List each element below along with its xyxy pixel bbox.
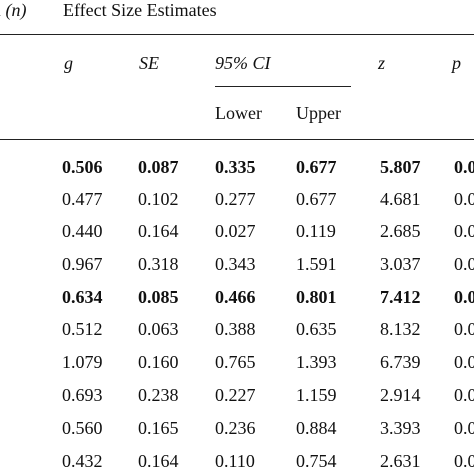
- col-header-se: SE: [139, 53, 159, 73]
- cell-g: 1.079: [62, 352, 103, 372]
- col-header-lower: Lower: [215, 103, 262, 123]
- cell-z: 2.914: [380, 385, 421, 405]
- left-column-n: (n): [5, 0, 27, 20]
- cell-se: 0.238: [138, 385, 179, 405]
- cell-se: 0.318: [138, 254, 179, 274]
- cell-upper: 1.591: [296, 254, 337, 274]
- cell-p: 0.0: [454, 157, 474, 177]
- cell-g: 0.967: [62, 254, 103, 274]
- cell-lower: 0.466: [215, 287, 256, 307]
- cell-z: 7.412: [380, 287, 421, 307]
- cell-lower: 0.335: [215, 157, 256, 177]
- cell-upper: 0.754: [296, 451, 337, 471]
- cell-g: 0.477: [62, 189, 103, 209]
- cell-z: 8.132: [380, 319, 421, 339]
- left-column-label: l: [0, 0, 1, 20]
- cell-g: 0.693: [62, 385, 103, 405]
- cell-se: 0.164: [138, 451, 179, 471]
- cell-upper: 0.677: [296, 189, 337, 209]
- cell-lower: 0.027: [215, 221, 256, 241]
- cell-z: 3.393: [380, 418, 421, 438]
- col-header-upper: Upper: [296, 103, 341, 123]
- header-bottom-rule: [0, 139, 474, 140]
- col-header-g: g: [64, 53, 73, 73]
- col-header-p: p: [452, 53, 461, 73]
- cell-p: 0.0: [454, 385, 474, 405]
- ci-rule: [215, 86, 351, 87]
- cell-p: 0.0: [454, 352, 474, 372]
- cell-se: 0.164: [138, 221, 179, 241]
- group-title: Effect Size Estimates: [63, 0, 217, 20]
- cell-p: 0.0: [454, 254, 474, 274]
- cell-p: 0.0: [454, 418, 474, 438]
- cell-lower: 0.388: [215, 319, 256, 339]
- cell-g: 0.432: [62, 451, 103, 471]
- cell-upper: 0.884: [296, 418, 337, 438]
- cell-upper: 0.119: [296, 221, 336, 241]
- cell-se: 0.165: [138, 418, 179, 438]
- col-header-ci: 95% CI: [215, 53, 271, 73]
- cell-g: 0.512: [62, 319, 103, 339]
- cell-lower: 0.227: [215, 385, 256, 405]
- cell-lower: 0.765: [215, 352, 256, 372]
- cell-g: 0.634: [62, 287, 103, 307]
- cell-g: 0.506: [62, 157, 103, 177]
- cell-upper: 1.159: [296, 385, 337, 405]
- cell-g: 0.440: [62, 221, 103, 241]
- cell-se: 0.063: [138, 319, 179, 339]
- cell-lower: 0.110: [215, 451, 255, 471]
- left-column-header: l (n): [0, 1, 27, 19]
- cell-z: 3.037: [380, 254, 421, 274]
- top-rule: [0, 34, 474, 35]
- cell-se: 0.085: [138, 287, 179, 307]
- cell-se: 0.087: [138, 157, 179, 177]
- cell-p: 0.0: [454, 451, 474, 471]
- cell-z: 5.807: [380, 157, 421, 177]
- cell-upper: 0.801: [296, 287, 337, 307]
- cell-z: 4.681: [380, 189, 421, 209]
- cell-z: 6.739: [380, 352, 421, 372]
- cell-upper: 0.635: [296, 319, 337, 339]
- cell-se: 0.102: [138, 189, 179, 209]
- cell-z: 2.631: [380, 451, 421, 471]
- cell-upper: 1.393: [296, 352, 337, 372]
- cell-p: 0.0: [454, 221, 474, 241]
- cell-lower: 0.343: [215, 254, 256, 274]
- cell-g: 0.560: [62, 418, 103, 438]
- cell-p: 0.0: [454, 287, 474, 307]
- cell-lower: 0.277: [215, 189, 256, 209]
- cell-p: 0.0: [454, 319, 474, 339]
- cell-se: 0.160: [138, 352, 179, 372]
- cell-z: 2.685: [380, 221, 421, 241]
- cell-upper: 0.677: [296, 157, 337, 177]
- cell-p: 0.0: [454, 189, 474, 209]
- cell-lower: 0.236: [215, 418, 256, 438]
- col-header-z: z: [378, 53, 386, 73]
